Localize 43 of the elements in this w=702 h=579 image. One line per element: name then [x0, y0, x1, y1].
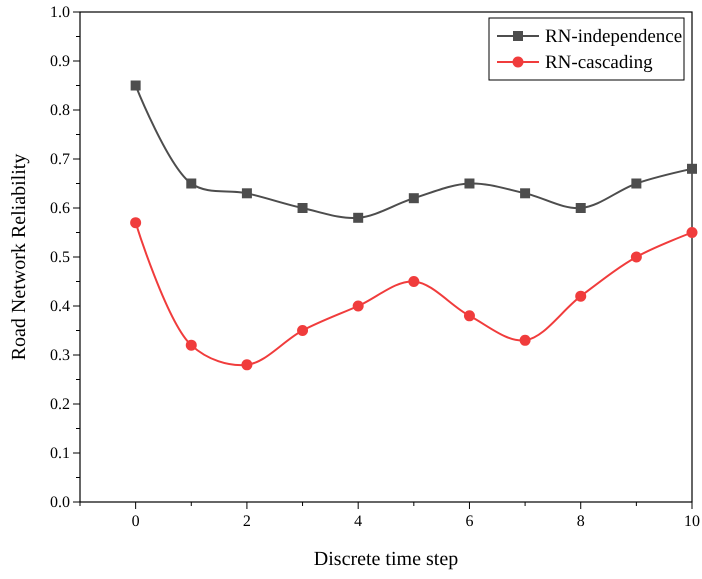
point [630, 252, 642, 262]
x-tick-label: 10 [684, 513, 700, 530]
point [520, 334, 531, 346]
x-tick-label: 0 [132, 513, 140, 530]
x-tick-label: 6 [465, 513, 474, 530]
point [186, 178, 196, 188]
y-axis-title: Road Network Reliability [8, 154, 30, 360]
y-tick-label: 0.0 [50, 494, 70, 511]
y-tick-label: 0.8 [50, 102, 70, 119]
x-tick-label: 2 [242, 513, 251, 530]
point [130, 217, 142, 228]
y-tick-label: 0.1 [50, 445, 70, 462]
point [297, 325, 308, 336]
point [520, 188, 530, 198]
y-tick-label: 0.5 [50, 249, 70, 266]
point [352, 300, 364, 312]
point [408, 276, 420, 287]
y-tick-label: 0.7 [50, 151, 70, 168]
y-tick-label: 1.0 [50, 4, 70, 21]
point [242, 188, 252, 198]
point [130, 80, 141, 90]
point [687, 164, 697, 174]
point [464, 178, 474, 188]
y-tick-label: 0.6 [50, 200, 70, 217]
point [631, 178, 642, 188]
x-tick-label: 8 [576, 513, 585, 530]
point [186, 340, 197, 351]
point [298, 203, 308, 213]
legend-label: RN-cascading [545, 52, 654, 73]
y-tick-label: 0.2 [50, 396, 70, 413]
point [464, 310, 475, 322]
point [353, 212, 364, 223]
x-axis-title: Discrete time step [314, 548, 458, 570]
point [576, 203, 586, 213]
y-tick-label: 0.4 [50, 298, 70, 315]
x-tick-label: 4 [354, 513, 362, 530]
point [241, 359, 252, 370]
point [408, 193, 419, 204]
point [686, 227, 698, 238]
y-tick-label: 0.3 [50, 347, 70, 364]
y-tick-label: 0.9 [50, 53, 70, 70]
legend-label: RN-independence [545, 26, 682, 47]
point [575, 290, 586, 302]
